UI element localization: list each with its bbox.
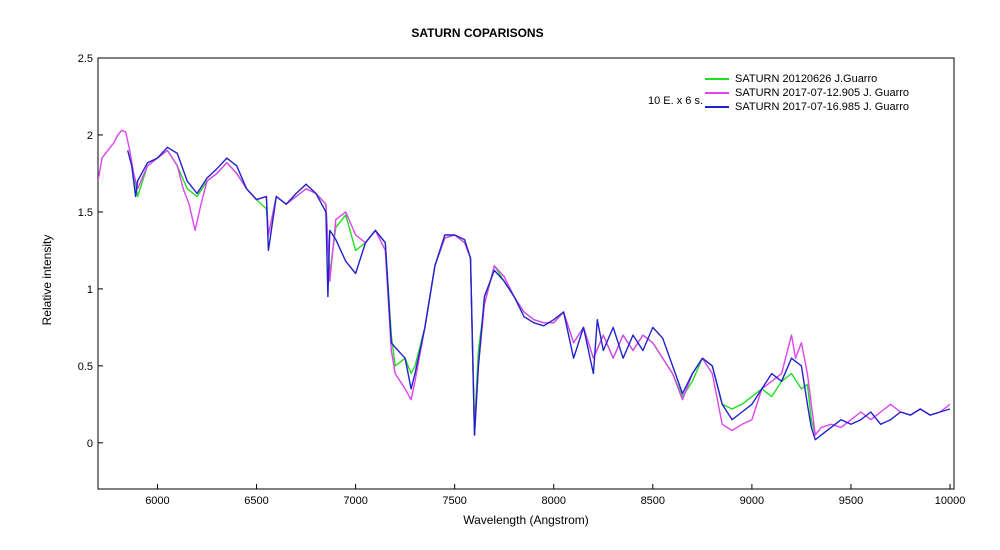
legend-label: SATURN 2017-07-16.985 J. Guarro bbox=[735, 101, 910, 113]
x-tick-label: 6500 bbox=[244, 495, 268, 507]
legend: SATURN 20120626 J.Guarro SATURN 2017-07-… bbox=[705, 72, 909, 114]
series-line-3 bbox=[127, 146, 951, 441]
series-line-2 bbox=[98, 129, 951, 436]
y-tick-label: 1.5 bbox=[78, 207, 93, 219]
legend-entry: SATURN 20120626 J.Guarro bbox=[705, 72, 909, 86]
legend-swatch bbox=[705, 78, 729, 80]
x-tick-label: 9500 bbox=[839, 495, 863, 507]
y-axis: 0 0.5 1 1.5 2 2.5 bbox=[78, 53, 103, 450]
chart-title: SATURN COPARISONS bbox=[411, 26, 544, 40]
x-tick-label: 7000 bbox=[343, 495, 367, 507]
x-tick-label: 10000 bbox=[935, 495, 966, 507]
x-tick-label: 6000 bbox=[145, 495, 169, 507]
x-tick-label: 9000 bbox=[740, 495, 764, 507]
legend-label: SATURN 20120626 J.Guarro bbox=[735, 73, 878, 85]
legend-entry: SATURN 2017-07-12.905 J. Guarro bbox=[705, 86, 909, 100]
y-tick-label: 2 bbox=[87, 130, 93, 142]
legend-swatch bbox=[705, 92, 729, 94]
legend-label: SATURN 2017-07-12.905 J. Guarro bbox=[735, 87, 910, 99]
y-tick-label: 1 bbox=[87, 284, 93, 296]
y-tick-label: 2.5 bbox=[78, 53, 93, 65]
plot-frame bbox=[97, 57, 955, 490]
x-tick-label: 8000 bbox=[541, 495, 565, 507]
x-axis-label: Wavelength (Angstrom) bbox=[463, 513, 589, 527]
y-tick-label: 0 bbox=[87, 438, 93, 450]
exposure-annotation: 10 E. x 6 s. bbox=[648, 95, 704, 107]
series-line-1 bbox=[133, 149, 816, 436]
x-tick-label: 7500 bbox=[442, 495, 466, 507]
x-tick-label: 8500 bbox=[641, 495, 665, 507]
y-tick-label: 0.5 bbox=[78, 361, 93, 373]
x-axis: 6000 6500 7000 7500 8000 8500 9000 9500 10000 bbox=[145, 484, 965, 507]
series-layer bbox=[98, 129, 951, 441]
legend-entry: SATURN 2017-07-16.985 J. Guarro bbox=[705, 100, 909, 114]
legend-swatch bbox=[705, 106, 729, 108]
